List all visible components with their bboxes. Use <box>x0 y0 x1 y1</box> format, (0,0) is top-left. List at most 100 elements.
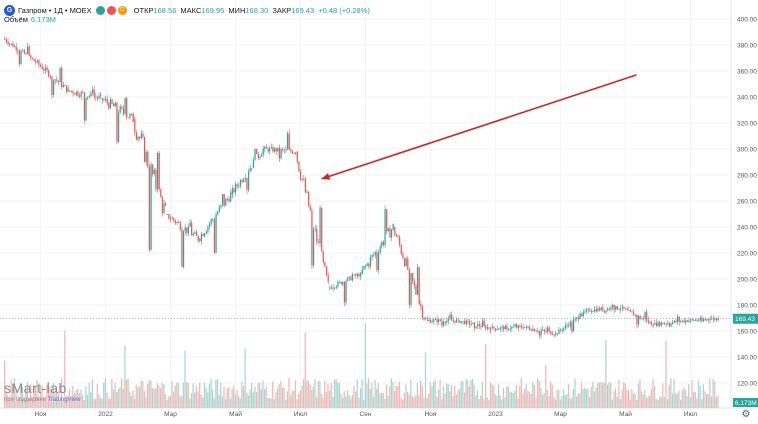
candle-body <box>17 49 19 51</box>
dividend-icon[interactable]: D <box>117 5 127 15</box>
volume-bar <box>657 399 659 408</box>
volume-bar <box>135 384 137 408</box>
candle-body <box>361 269 363 274</box>
candle-body <box>199 238 201 241</box>
volume-bar <box>309 384 311 408</box>
volume-bar <box>621 389 623 408</box>
candle-body <box>387 228 389 232</box>
volume-bar <box>38 396 40 408</box>
candle-body <box>405 258 407 266</box>
volume-bar <box>229 398 232 408</box>
settings-gear-icon[interactable]: ⚙ <box>741 409 751 420</box>
candle-body <box>155 170 157 190</box>
last-price-tag <box>733 313 758 324</box>
volume-bar <box>41 385 43 408</box>
candle-body <box>358 273 360 277</box>
candle-body <box>9 43 11 45</box>
candle-body <box>517 325 519 328</box>
y-tick-label: 340.00 <box>737 95 757 102</box>
candle-body <box>636 314 638 325</box>
candle-body <box>273 148 276 152</box>
candle-body <box>275 148 277 152</box>
candle-body <box>334 287 336 289</box>
candle-body <box>338 281 341 283</box>
red-dot-icon[interactable] <box>106 5 116 15</box>
candle-body <box>20 50 22 65</box>
candle-body <box>532 328 534 331</box>
volume-bar <box>210 378 212 408</box>
volume-bar <box>220 382 222 408</box>
volume-bar <box>195 385 197 408</box>
volume-bar <box>579 392 581 408</box>
candle-body <box>122 108 125 114</box>
candle-body <box>106 98 108 104</box>
volume-bar <box>264 389 266 408</box>
volume-bar <box>246 392 248 408</box>
candle-body <box>65 85 68 92</box>
tradingview-link[interactable]: TradingView <box>47 397 81 403</box>
volume-bar <box>166 399 168 408</box>
candle-body <box>418 267 420 304</box>
volume-bar <box>372 397 375 408</box>
volume-bar <box>288 378 290 408</box>
volume-bar <box>234 394 236 408</box>
symbol-title[interactable]: Газпром • 1Д • MOEX <box>18 5 92 15</box>
candle-body <box>701 317 703 322</box>
candle-body <box>589 310 591 312</box>
open-value: 168.56 <box>153 5 177 15</box>
volume-bar <box>238 395 240 408</box>
volume-bar <box>169 396 171 408</box>
x-tick-label: Май <box>619 410 632 418</box>
candle-body <box>379 246 381 253</box>
candle-body <box>516 324 518 328</box>
volume-bar <box>138 386 141 408</box>
volume-bar <box>462 381 464 408</box>
volume-bar <box>163 383 165 408</box>
volume-bar <box>675 392 677 408</box>
volume-bar <box>395 385 397 408</box>
volume-bar <box>530 393 532 408</box>
volume-bar <box>176 382 178 408</box>
candle-body <box>454 320 456 323</box>
volume-bar <box>472 378 474 408</box>
candle-body <box>555 332 557 335</box>
volume-bar <box>298 394 300 408</box>
candle-body <box>425 318 427 320</box>
volume-bar <box>189 399 191 408</box>
candle-body <box>377 252 380 271</box>
volume-bar <box>403 393 405 408</box>
candle-body <box>49 76 51 78</box>
volume-bar <box>254 386 256 408</box>
volume-bar <box>358 397 360 408</box>
volume-bar <box>343 391 345 408</box>
candle-body <box>70 90 73 92</box>
candle-body <box>38 60 40 65</box>
candle-body <box>18 50 21 65</box>
candle-body <box>103 99 105 101</box>
candle-body <box>537 330 539 332</box>
candle-body <box>173 217 175 221</box>
candle-body <box>569 321 571 327</box>
volume-bar <box>652 379 654 408</box>
candle-body <box>623 306 625 309</box>
volume-bar <box>28 398 30 408</box>
candle-body <box>373 255 375 256</box>
volume-bar <box>112 389 115 408</box>
candle-body <box>611 304 614 308</box>
candle-body <box>693 319 695 321</box>
candle-body <box>283 149 285 151</box>
candle-body <box>610 307 612 310</box>
candle-body <box>420 303 422 307</box>
volume-bar <box>610 383 612 408</box>
chart-header: G Газпром • 1Д • MOEX D ОТКР168.56 МАКС1… <box>4 3 370 17</box>
volume-bar <box>710 396 713 408</box>
volume-bar <box>33 386 35 408</box>
candle-body <box>270 147 272 149</box>
candle-body <box>491 326 493 329</box>
candle-body <box>386 209 388 232</box>
x-tick-label: Мар <box>164 411 177 418</box>
volume-bar <box>615 388 617 408</box>
volume-bar <box>25 388 27 408</box>
green-dot-icon[interactable] <box>95 5 105 15</box>
